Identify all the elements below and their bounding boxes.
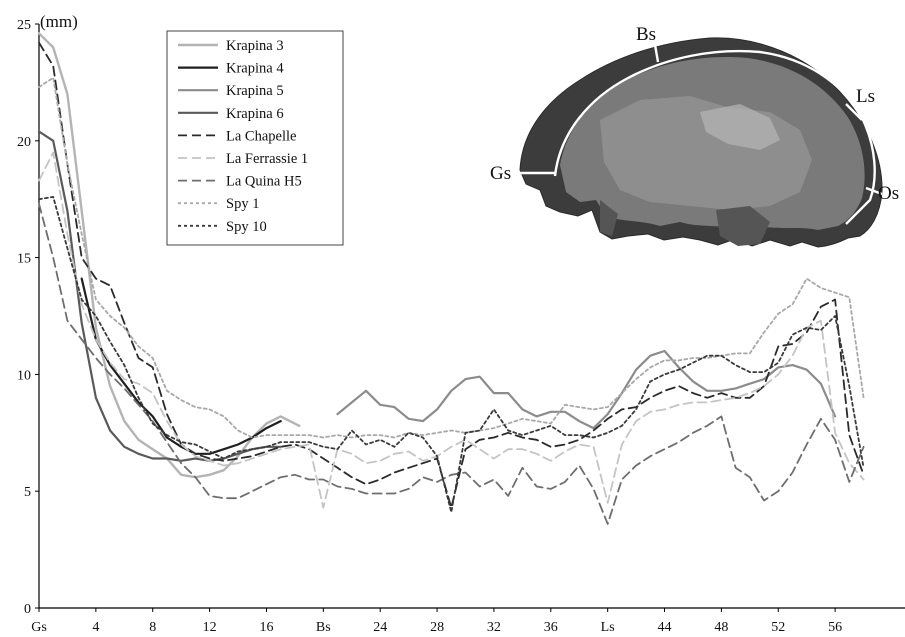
x-tick-label: 24 bbox=[373, 620, 387, 635]
legend-label: La Ferrassie 1 bbox=[226, 151, 308, 167]
x-tick-label: 52 bbox=[771, 620, 785, 635]
x-tick-label: 16 bbox=[259, 620, 273, 635]
x-tick-label: Ls bbox=[601, 620, 615, 635]
y-tick-label: 25 bbox=[17, 18, 31, 33]
bs-marker-line bbox=[652, 38, 660, 63]
ls-marker-line bbox=[845, 103, 863, 121]
axes bbox=[38, 24, 905, 609]
inset-label-gs: Gs bbox=[490, 163, 511, 184]
x-tick-label: 36 bbox=[544, 620, 558, 635]
x-tick-label: 12 bbox=[203, 620, 217, 635]
skull-inner-highlight bbox=[700, 104, 780, 150]
legend-label: La Chapelle bbox=[226, 128, 296, 144]
x-tick-label: 4 bbox=[92, 620, 99, 635]
legend-items: Krapina 3 Krapina 4 Krapina 5 Krapina 6 La C… bbox=[178, 38, 308, 235]
legend-label: Spy 10 bbox=[226, 219, 267, 235]
legend: Krapina 3 Krapina 4 Krapina 5 Krapina 6 La C… bbox=[166, 30, 344, 246]
inset-label-os: Os bbox=[878, 183, 899, 204]
legend-label: Krapina 4 bbox=[226, 61, 284, 77]
x-tick-label: 48 bbox=[714, 620, 728, 635]
legend-label: Krapina 6 bbox=[226, 106, 284, 122]
x-tick-label: 44 bbox=[658, 620, 672, 635]
series-line-krapina-5 bbox=[336, 349, 837, 430]
series-line-la-ferrassie-1 bbox=[38, 151, 865, 509]
inset-label-bs: Bs bbox=[636, 24, 656, 45]
y-tick-label: 5 bbox=[24, 485, 31, 500]
legend-label: Krapina 3 bbox=[226, 38, 284, 54]
series-line-krapina-6 bbox=[37, 130, 282, 462]
x-tick-label: 56 bbox=[828, 620, 842, 635]
legend-label: Krapina 5 bbox=[226, 83, 284, 99]
x-tick-label: 28 bbox=[430, 620, 444, 635]
x-tick-label: 32 bbox=[487, 620, 501, 635]
series-line-la-quina-h5 bbox=[38, 202, 865, 525]
x-tick-label: Gs bbox=[31, 620, 47, 635]
os-marker-line bbox=[865, 186, 883, 196]
series-line-spy-10 bbox=[38, 195, 865, 514]
inset-label-ls: Ls bbox=[856, 86, 875, 107]
skull-inset-image: Bs Ls Gs Os bbox=[490, 24, 899, 248]
y-axis-unit-label: (mm) bbox=[40, 12, 78, 31]
x-tick-label: 8 bbox=[149, 620, 156, 635]
y-ticks: 0 5 10 15 20 25 bbox=[17, 18, 39, 617]
series-line-la-chapelle bbox=[38, 41, 865, 509]
legend-label: Spy 1 bbox=[226, 196, 259, 212]
series-line-spy-1 bbox=[38, 76, 865, 439]
series-layer bbox=[37, 32, 865, 525]
y-tick-label: 10 bbox=[17, 368, 31, 383]
midsagittal-outline bbox=[553, 49, 876, 225]
y-tick-label: 20 bbox=[17, 135, 31, 150]
skull-lower-fragment bbox=[600, 200, 770, 246]
x-tick-label: Bs bbox=[316, 620, 331, 635]
x-ticks: Gs 4 8 12 16 Bs 24 28 32 36 Ls 44 48 52 56 bbox=[31, 608, 842, 635]
y-tick-label: 0 bbox=[24, 602, 31, 617]
series-line-krapina-4 bbox=[80, 277, 282, 455]
y-tick-label: 15 bbox=[17, 252, 31, 267]
legend-label: La Quina H5 bbox=[226, 174, 302, 190]
